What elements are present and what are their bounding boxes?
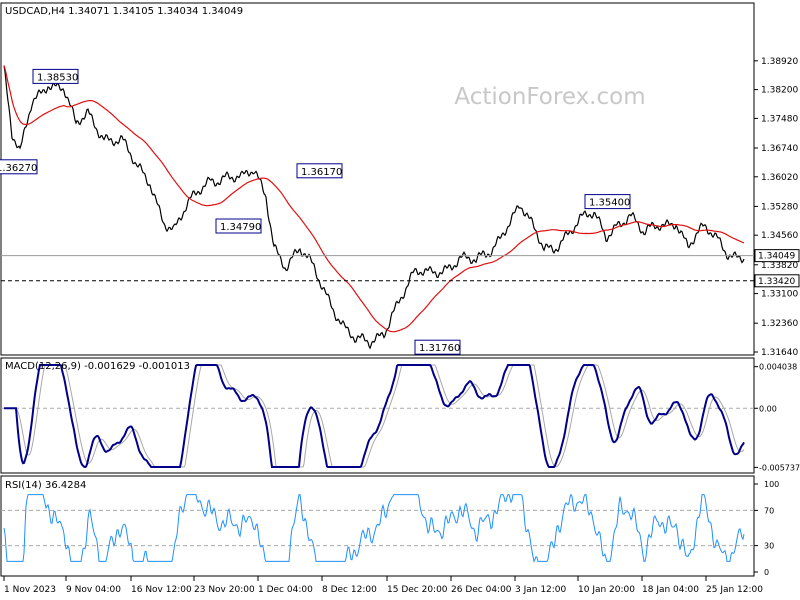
macd-header: MACD(12,26,9) -0.001629 -0.001013 <box>5 361 190 372</box>
time-axis-label: 23 Nov 20:00 <box>194 585 255 595</box>
price-annotation-box <box>32 68 79 84</box>
macd-signal-line <box>4 364 745 468</box>
price-annotation-label: 1.35400 <box>589 198 630 209</box>
price-annotation-label: 1.36270 <box>0 163 37 174</box>
macd-axis-label: -0.005737 <box>759 463 800 472</box>
rsi-header: RSI(14) 36.4284 <box>5 480 86 491</box>
price-axis-label: 1.33820 <box>761 261 798 271</box>
time-axis-label: 8 Dec 12:00 <box>322 585 377 595</box>
time-axis-label: 18 Jan 04:00 <box>642 585 699 595</box>
price-annotation-box <box>0 159 38 175</box>
rsi-axis-label: 30 <box>764 542 774 551</box>
time-axis-label: 1 Dec 04:00 <box>258 585 313 595</box>
rsi-axis-label: 0 <box>764 568 769 577</box>
support-box <box>754 274 800 288</box>
price-annotation-box <box>215 218 262 234</box>
current-price-box <box>754 249 800 263</box>
price-annotation-label: 1.34790 <box>220 222 261 233</box>
macd-line <box>4 364 745 469</box>
price-axis-label: 1.35280 <box>761 202 798 212</box>
price-annotation-label: 1.31760 <box>419 343 460 354</box>
price-axis-label: 1.36020 <box>761 173 798 183</box>
current-price-label: 1.34049 <box>758 252 795 262</box>
macd-axis-label: 0.004038 <box>759 363 797 372</box>
macd-axis-label: 0.00 <box>759 404 777 413</box>
price-annotation-label: 1.38530 <box>37 72 78 83</box>
rsi-panel <box>0 475 755 577</box>
time-axis-label: 1 Nov 2023 <box>4 585 56 595</box>
time-axis-label: 15 Dec 20:00 <box>387 585 448 595</box>
moving-average-line <box>3 65 745 333</box>
main-panel <box>0 2 755 356</box>
price-axis-label: 1.36740 <box>761 144 798 154</box>
price-annotation-box <box>296 163 343 179</box>
price-axis-label: 1.34560 <box>761 231 798 241</box>
time-axis-label: 10 Jan 20:00 <box>578 585 635 595</box>
price-axis-label: 1.31640 <box>761 348 798 358</box>
support-label: 1.33420 <box>758 277 795 287</box>
time-axis-label: 9 Nov 04:00 <box>66 585 121 595</box>
rsi-line <box>3 493 745 563</box>
price-annotation-box <box>414 339 461 355</box>
price-axis-label: 1.32360 <box>761 319 798 329</box>
rsi-axis-label: 100 <box>764 480 779 489</box>
time-axis-label: 3 Jan 12:00 <box>515 585 567 595</box>
rsi-axis-label: 70 <box>764 506 774 515</box>
main-header: USDCAD,H4 1.34071 1.34105 1.34034 1.3404… <box>5 6 243 17</box>
price-axis-label: 1.38200 <box>761 86 798 96</box>
watermark: ActionForex.com <box>454 84 645 110</box>
price-axis-label: 1.37480 <box>761 114 798 124</box>
time-axis-label: 25 Jan 12:00 <box>706 585 763 595</box>
price-axis-label: 1.33100 <box>761 290 798 300</box>
price-annotation-box <box>584 194 631 210</box>
price-axis-label: 1.38920 <box>761 57 798 67</box>
macd-panel <box>0 357 755 474</box>
time-axis-label: 16 Nov 12:00 <box>131 585 192 595</box>
time-axis-label: 26 Dec 04:00 <box>451 585 512 595</box>
price-annotation-label: 1.36170 <box>301 167 342 178</box>
